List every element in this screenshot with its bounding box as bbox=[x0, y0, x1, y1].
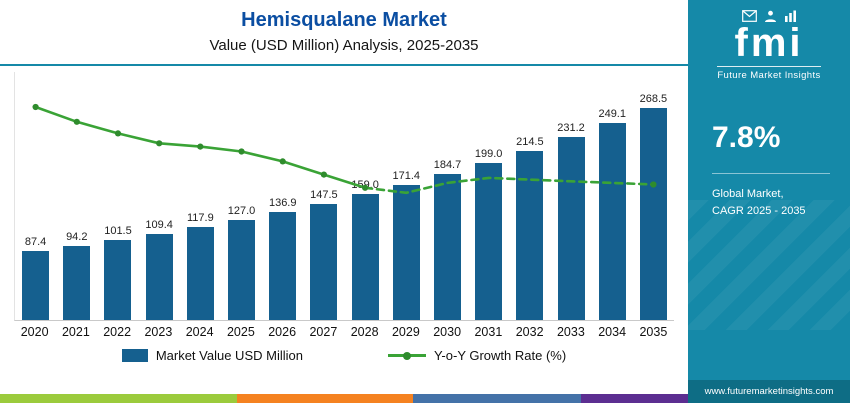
bar-column: 231.2 bbox=[550, 122, 591, 320]
logo-icon-row bbox=[717, 10, 820, 22]
bar-column: 184.7 bbox=[427, 159, 468, 320]
x-axis-label: 2033 bbox=[556, 325, 585, 339]
x-axis-labels: 2020 2021 2022 2023 2024 2025 2026 2027 2028 2029… bbox=[14, 325, 674, 339]
bar-swatch bbox=[121, 349, 148, 362]
bar-column: 214.5 bbox=[509, 135, 550, 320]
market-value-bar bbox=[63, 245, 91, 320]
chart-legend: Market Value USD Million Y-o-Y Growth Ra… bbox=[0, 339, 688, 369]
bar-series: 87.4 94.2 101.5 109.4 117.9 127.0 136.9 147.5 15… bbox=[15, 72, 674, 320]
market-value-bar bbox=[516, 150, 544, 320]
brand-sidebar: fmi Future Market Insights 7.8% Global M… bbox=[688, 0, 850, 403]
market-value-bar bbox=[145, 233, 173, 320]
market-value-bar bbox=[639, 107, 667, 320]
market-value-bar bbox=[228, 219, 256, 320]
cagr-caption: Global Market, CAGR 2025 - 2035 bbox=[688, 186, 806, 220]
strip-segment bbox=[0, 394, 238, 403]
logo-wordmark: fmi bbox=[734, 21, 804, 65]
chart-icon bbox=[784, 10, 797, 22]
bar-column: 117.9 bbox=[180, 212, 221, 320]
market-value-bar bbox=[598, 123, 626, 320]
x-axis-label: 2020 bbox=[20, 325, 49, 339]
bar-value-label: 87.4 bbox=[24, 236, 47, 248]
line-swatch-dot bbox=[402, 351, 411, 360]
market-value-bar bbox=[433, 174, 461, 320]
bar-line-chart: 87.4 94.2 101.5 109.4 117.9 127.0 136.9 147.5 15… bbox=[14, 72, 674, 321]
market-value-bar bbox=[186, 226, 214, 320]
x-axis-label: 2029 bbox=[391, 325, 420, 339]
bar-value-label: 231.2 bbox=[557, 122, 585, 135]
x-axis-label: 2021 bbox=[61, 325, 90, 339]
market-value-bar bbox=[104, 239, 132, 320]
bar-column: 87.4 bbox=[15, 236, 56, 320]
market-value-bar bbox=[351, 194, 379, 320]
chart-subtitle: Value (USD Million) Analysis, 2025-2035 bbox=[209, 37, 479, 54]
bar-column: 136.9 bbox=[262, 197, 303, 320]
bar-column: 127.0 bbox=[221, 205, 262, 320]
x-axis-label: 2034 bbox=[598, 325, 627, 339]
x-axis-label: 2025 bbox=[226, 325, 255, 339]
market-value-bar bbox=[22, 251, 50, 320]
x-axis-label: 2035 bbox=[639, 325, 668, 339]
market-value-bar bbox=[392, 184, 420, 320]
bar-value-label: 249.1 bbox=[598, 108, 626, 121]
website-url: www.futuremarketinsights.com bbox=[688, 380, 850, 403]
bar-value-label: 199.0 bbox=[474, 147, 503, 160]
logo-company-name: Future Market Insights bbox=[717, 65, 821, 81]
envelope-icon bbox=[741, 10, 757, 22]
x-axis-label: 2023 bbox=[144, 325, 173, 339]
bar-column: 159.0 bbox=[345, 179, 386, 320]
cagr-value: 7.8% bbox=[712, 120, 781, 154]
x-axis-label: 2031 bbox=[474, 325, 503, 339]
x-axis-label: 2024 bbox=[185, 325, 214, 339]
x-axis-label: 2030 bbox=[433, 325, 462, 339]
bar-value-label: 214.5 bbox=[516, 135, 544, 148]
cagr-caption-line2: CAGR 2025 - 2035 bbox=[712, 204, 806, 217]
chart-title: Hemisqualane Market bbox=[241, 9, 447, 31]
fmi-logo: fmi Future Market Insights bbox=[717, 10, 821, 81]
market-value-bar bbox=[269, 211, 297, 320]
bar-value-label: 171.4 bbox=[392, 169, 421, 182]
bar-column: 94.2 bbox=[56, 231, 97, 320]
legend-bar-label: Market Value USD Million bbox=[155, 348, 303, 363]
bar-value-label: 147.5 bbox=[310, 188, 338, 201]
bar-column: 249.1 bbox=[592, 108, 633, 320]
strip-segment bbox=[412, 394, 582, 403]
chart-header: Hemisqualane Market Value (USD Million) … bbox=[0, 0, 688, 66]
strip-segment bbox=[237, 394, 413, 403]
cagr-caption-line1: Global Market, bbox=[712, 187, 784, 200]
legend-line-label: Y-o-Y Growth Rate (%) bbox=[433, 348, 567, 363]
line-swatch bbox=[387, 351, 426, 360]
market-value-bar bbox=[557, 137, 585, 320]
x-axis-label: 2032 bbox=[515, 325, 544, 339]
cagr-divider bbox=[712, 172, 830, 174]
bar-column: 109.4 bbox=[139, 219, 180, 320]
chart-panel: Hemisqualane Market Value (USD Million) … bbox=[0, 0, 688, 403]
bar-column: 199.0 bbox=[468, 148, 509, 320]
bottom-color-strip bbox=[0, 394, 688, 403]
bar-value-label: 94.2 bbox=[66, 230, 88, 243]
bar-column: 171.4 bbox=[386, 170, 427, 320]
strip-segment bbox=[581, 394, 688, 403]
x-axis-label: 2027 bbox=[309, 325, 338, 339]
bar-value-label: 117.9 bbox=[186, 211, 214, 224]
legend-item-market-value: Market Value USD Million bbox=[121, 348, 303, 363]
bar-value-label: 136.9 bbox=[268, 196, 297, 209]
bar-value-label: 159.0 bbox=[351, 179, 379, 192]
x-axis-label: 2028 bbox=[350, 325, 379, 339]
bar-column: 101.5 bbox=[97, 225, 138, 320]
bar-value-label: 268.5 bbox=[639, 92, 668, 105]
x-axis-label: 2026 bbox=[268, 325, 297, 339]
bar-column: 268.5 bbox=[633, 93, 674, 320]
legend-item-growth-rate: Y-o-Y Growth Rate (%) bbox=[387, 348, 567, 363]
bar-value-label: 101.5 bbox=[104, 224, 132, 237]
bar-column: 147.5 bbox=[303, 188, 344, 320]
market-value-bar bbox=[310, 203, 338, 320]
bar-value-label: 184.7 bbox=[433, 159, 462, 172]
bar-value-label: 127.0 bbox=[227, 204, 256, 217]
market-value-bar bbox=[475, 162, 503, 320]
bar-value-label: 109.4 bbox=[145, 218, 173, 231]
x-axis-label: 2022 bbox=[103, 325, 132, 339]
person-icon bbox=[764, 10, 777, 22]
